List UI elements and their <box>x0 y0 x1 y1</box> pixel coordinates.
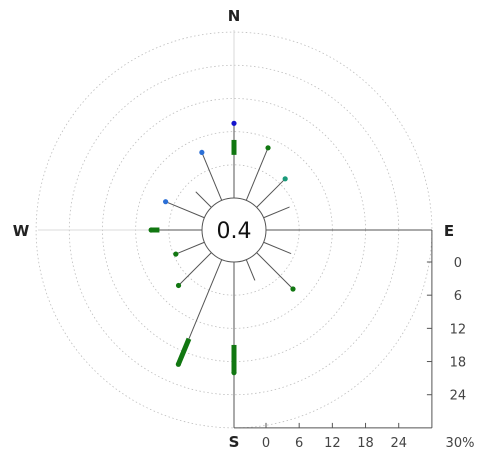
petal-15 <box>199 149 223 201</box>
petal-stem <box>245 259 256 281</box>
petal-tip <box>175 361 181 367</box>
petal-speed-segment <box>176 337 192 366</box>
petal-14 <box>195 191 212 208</box>
horizontal-tick-label: 0 <box>262 436 270 451</box>
direction-west: W <box>13 222 30 240</box>
petal-9 <box>175 259 223 367</box>
petal-tip <box>148 227 154 233</box>
direction-east: E <box>444 222 454 240</box>
petal-stem <box>263 206 290 219</box>
petal-tip <box>199 149 205 156</box>
petal-stem <box>201 152 223 201</box>
petal-stem <box>195 191 212 208</box>
horizontal-tick-label: 18 <box>357 436 374 451</box>
petal-tip <box>265 145 271 151</box>
petal-stem <box>256 252 294 290</box>
petal-11 <box>173 241 205 257</box>
vertical-tick-label: 0 <box>454 256 462 271</box>
petal-tip <box>290 286 296 292</box>
petal-tip <box>175 282 182 289</box>
horizontal-tick-label: 24 <box>390 436 407 451</box>
petal-0 <box>231 120 237 198</box>
petal-stem <box>165 201 205 219</box>
petal-13 <box>163 199 205 219</box>
petal-tip <box>163 199 169 205</box>
petal-5 <box>263 241 292 255</box>
vertical-tick-label: 12 <box>450 322 467 337</box>
petal-8 <box>231 262 237 376</box>
petal-1 <box>245 145 271 201</box>
vertical-tick-label: 6 <box>454 289 462 304</box>
petal-12 <box>148 227 202 233</box>
petal-stem <box>175 241 205 255</box>
vertical-tick-label: 24 <box>450 389 467 404</box>
petal-stem <box>256 178 286 208</box>
petal-tip <box>282 176 288 182</box>
radial-unit-label: 30% <box>446 436 475 451</box>
petal-tip <box>231 370 237 376</box>
petal-6 <box>256 252 296 292</box>
petals <box>148 120 296 376</box>
center-circle <box>201 197 267 263</box>
horizontal-tick-label: 12 <box>324 436 341 451</box>
center-value: 0.4 <box>217 219 252 244</box>
petal-10 <box>175 252 212 289</box>
radial-ticks: 0 0 6 6 12 12 18 18 24 24 <box>262 256 466 451</box>
petal-2 <box>256 176 288 208</box>
petal-tip <box>231 120 237 126</box>
petal-stem <box>245 147 269 201</box>
direction-north: N <box>228 7 241 25</box>
petal-stem <box>263 241 291 254</box>
vertical-tick-label: 18 <box>450 356 467 371</box>
horizontal-tick-label: 6 <box>295 436 303 451</box>
petal-stem <box>178 252 212 286</box>
direction-south: S <box>229 433 240 451</box>
petal-tip <box>173 251 179 257</box>
petal-3 <box>263 206 290 219</box>
petal-7 <box>245 259 256 281</box>
